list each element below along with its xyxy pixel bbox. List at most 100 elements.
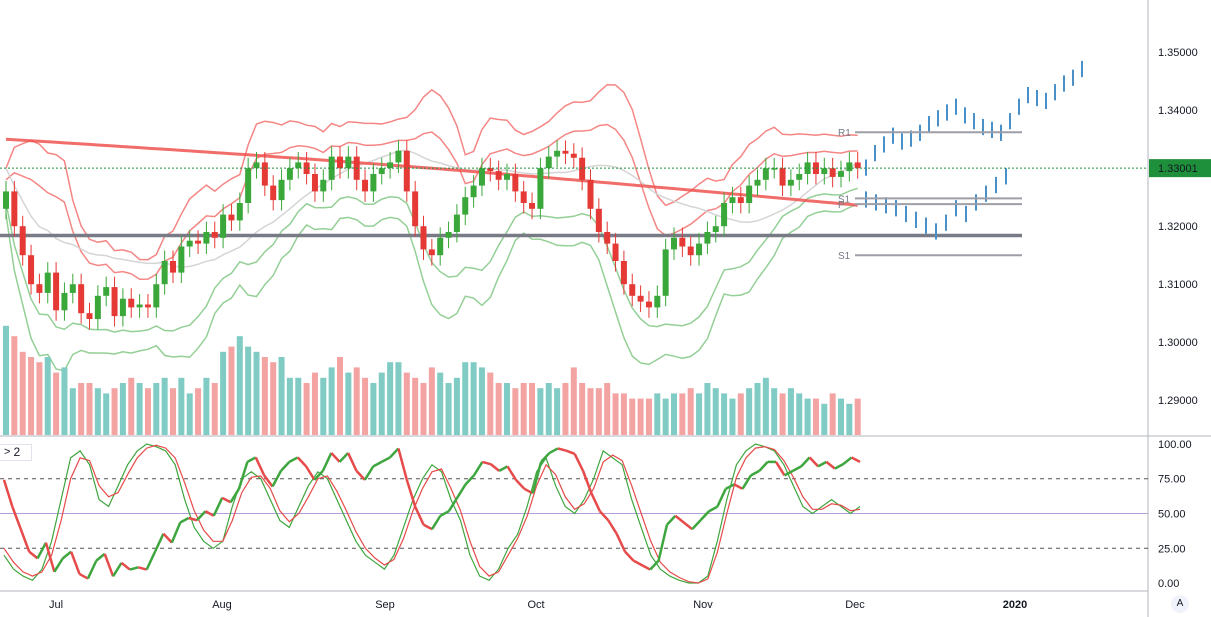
volume-bar: [337, 357, 343, 435]
candle-body: [746, 185, 753, 203]
candle-body: [687, 246, 694, 256]
rsi-segment: [28, 550, 39, 560]
candle-body: [554, 150, 561, 157]
stoch-d-line: [3, 444, 861, 584]
rsi-segment: [162, 532, 173, 544]
candle-body: [303, 162, 310, 174]
rsi-segment: [641, 563, 651, 571]
candle-body: [529, 203, 536, 209]
candle-body: [504, 174, 510, 180]
volume-bar: [662, 398, 669, 435]
volume-bar: [762, 377, 769, 435]
volume-bar: [754, 383, 761, 435]
rsi-segment: [783, 469, 794, 477]
rsi-segment: [750, 469, 760, 477]
rsi-segment: [607, 519, 618, 535]
rsi-segment: [708, 505, 718, 513]
candle-body: [253, 162, 260, 169]
volume-bar: [328, 367, 335, 435]
volume-bar: [478, 367, 485, 435]
candle-body: [428, 249, 435, 256]
volume-bar: [428, 367, 435, 435]
rsi-segment: [842, 456, 853, 466]
volume-bar: [128, 377, 135, 435]
bollinger-upper-outer: [5, 83, 858, 261]
rsi-segment: [246, 456, 257, 464]
volume-bar: [779, 393, 786, 435]
candle-body: [512, 174, 519, 192]
candle-body: [712, 226, 719, 232]
volume-bar: [362, 377, 369, 435]
volume-bar: [144, 388, 151, 435]
candle-body: [721, 203, 728, 227]
time-tick-label: Aug: [212, 599, 232, 611]
candle-body: [495, 171, 502, 180]
candle-body: [478, 168, 485, 186]
rsi-segment: [120, 561, 131, 571]
oscillator-tick-label: 0.00: [1158, 578, 1179, 590]
volume-bar: [236, 336, 243, 435]
candle-body: [370, 174, 377, 192]
candle-body: [771, 168, 778, 170]
rsi-segment: [523, 487, 534, 495]
volume-bar: [203, 377, 210, 435]
sma-grey: [5, 149, 859, 268]
candle-body: [28, 255, 35, 285]
candle-body: [295, 162, 302, 169]
rsi-segment: [716, 488, 727, 508]
volume-bar: [579, 383, 586, 435]
rsi-segment: [313, 470, 324, 481]
chevron-right-icon[interactable]: >: [4, 446, 11, 458]
candle-body: [854, 162, 861, 169]
volume-bar: [804, 398, 811, 435]
volume-bar: [44, 357, 51, 435]
rsi-segment: [188, 516, 198, 522]
rsi-segment: [95, 552, 106, 562]
rsi-segment: [733, 483, 744, 490]
candle-body: [620, 261, 627, 285]
volume-bar: [637, 398, 644, 435]
rsi-segment: [464, 474, 475, 486]
candle-body: [754, 179, 761, 186]
candle-body: [787, 179, 794, 186]
rsi-segment: [405, 479, 417, 508]
candle-body: [278, 179, 285, 201]
volume-bar: [19, 351, 26, 435]
candle-body: [462, 197, 469, 215]
candle-body: [286, 168, 293, 180]
rsi-segment: [204, 510, 215, 517]
rsi-segment: [36, 542, 48, 559]
candle-body: [704, 232, 711, 244]
volume-bar: [178, 377, 185, 435]
rsi-segment: [229, 488, 241, 503]
volume-bar: [412, 377, 419, 435]
pivot-label: S1: [838, 194, 851, 205]
volume-bar: [671, 393, 677, 435]
candle-body: [161, 261, 168, 285]
candle-body: [679, 237, 686, 247]
candle-body: [11, 191, 18, 227]
rsi-segment: [792, 465, 802, 472]
candle-body: [696, 243, 703, 256]
candle-body: [19, 226, 26, 256]
volume-bar: [838, 398, 844, 435]
rsi-segment: [557, 447, 567, 452]
rsi-segment: [372, 460, 383, 468]
candle-body: [128, 298, 135, 308]
study-legend[interactable]: > 2: [0, 444, 32, 461]
candle-body: [637, 295, 644, 302]
rsi-segment: [423, 523, 433, 531]
volume-bar: [787, 388, 794, 435]
candle-body: [178, 246, 185, 273]
candle-body: [136, 304, 143, 308]
rsi-segment: [346, 452, 358, 472]
auto-scale-button[interactable]: A: [1171, 595, 1189, 613]
volume-bar: [796, 393, 803, 435]
candle-body: [779, 168, 786, 186]
volume-bar: [103, 393, 110, 435]
rsi-segment: [288, 456, 299, 464]
candle-body: [203, 232, 210, 244]
volume-bar: [453, 377, 460, 435]
